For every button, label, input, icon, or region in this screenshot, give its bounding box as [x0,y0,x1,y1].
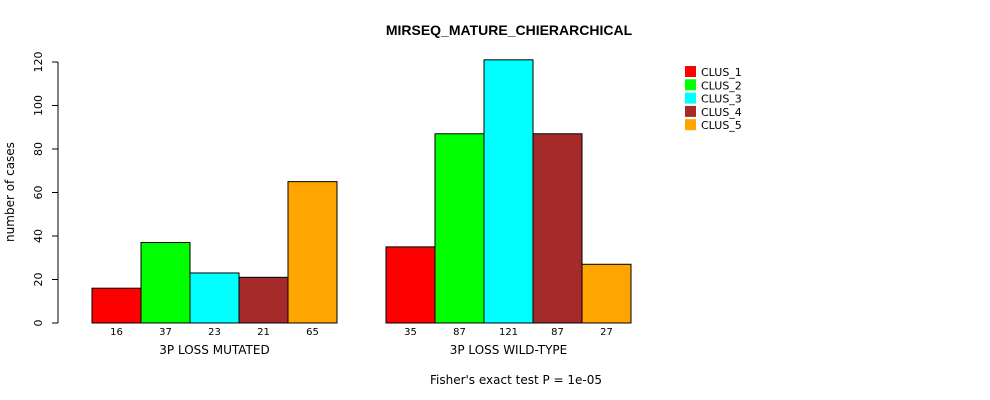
y-tick-label: 100 [32,95,45,116]
bar-clus-2 [140,242,191,324]
bar-value-label: 121 [499,327,518,338]
y-tick-label: 60 [32,186,45,200]
bar-value-label: 23 [208,327,221,338]
bar-value-label: 87 [453,327,466,338]
bar-clus-1 [91,287,142,324]
bar-value-label: 27 [600,327,613,338]
bar-value-label: 65 [306,327,319,338]
bar-clus-4 [532,133,583,324]
bar-value-label: 16 [110,327,123,338]
fisher-test-footnote: Fisher's exact test P = 1e-05 [430,373,602,387]
legend-label: CLUS_1 [701,66,742,79]
bars: 16 37 23 21 65 35 87 121 87 27 [91,59,632,338]
chart-title: MIRSEQ_MATURE_CHIERARCHICAL [386,22,633,38]
y-axis-label: number of cases [3,142,17,242]
y-axis: 0 20 40 60 80 100 120 [32,52,59,327]
bar-clus-2 [434,133,485,324]
legend-label: CLUS_4 [701,106,742,119]
y-tick-label: 80 [32,142,45,156]
legend-swatch [685,92,696,104]
bar-clus-4 [238,276,289,324]
group-label: 3P LOSS WILD-TYPE [450,343,567,357]
y-tick-label: 40 [32,229,45,243]
legend-swatch [685,66,696,77]
bar-value-label: 21 [257,327,270,338]
y-tick-label: 0 [32,320,45,327]
bar-value-label: 35 [404,327,417,338]
legend-swatch [685,105,696,117]
bar-clus-3 [189,272,240,324]
bar-clus-3 [483,59,534,324]
legend-swatch [685,79,696,91]
legend-swatch [685,119,696,131]
legend-label: CLUS_3 [701,93,742,106]
group-labels: 3P LOSS MUTATED 3P LOSS WILD-TYPE [159,343,567,357]
bar-value-label: 87 [551,327,564,338]
bar-value-label: 37 [159,327,172,338]
legend-label: CLUS_5 [701,119,742,132]
bar-clus-5 [581,263,632,324]
legend-label: CLUS_2 [701,79,742,92]
y-tick-label: 20 [32,273,45,287]
bar-clus-5 [287,181,338,324]
group-label: 3P LOSS MUTATED [159,343,269,357]
y-tick-label: 120 [32,52,45,73]
bar-clus-1 [385,246,436,324]
